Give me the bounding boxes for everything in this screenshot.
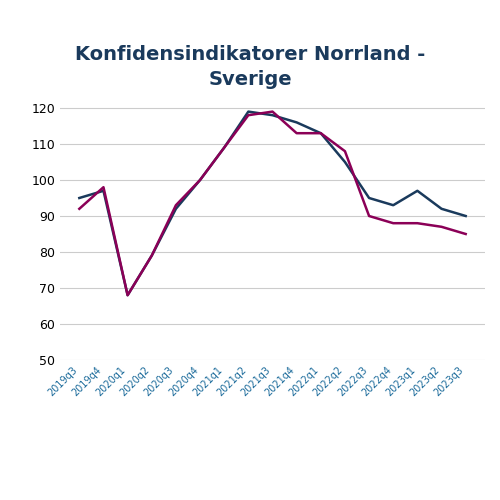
- Text: Konfidensindikatorer Norrland -
Sverige: Konfidensindikatorer Norrland - Sverige: [75, 45, 425, 89]
- Sverige: [221, 144, 227, 150]
- Norrland: [124, 292, 130, 298]
- Line: Norrland: Norrland: [80, 112, 466, 295]
- Sverige: [342, 148, 348, 154]
- Sverige: [390, 220, 396, 226]
- Sverige: [246, 112, 252, 118]
- Norrland: [197, 177, 203, 183]
- Sverige: [414, 220, 420, 226]
- Norrland: [390, 202, 396, 208]
- Norrland: [149, 252, 155, 258]
- Sverige: [366, 213, 372, 219]
- Norrland: [318, 130, 324, 136]
- Norrland: [270, 112, 276, 118]
- Sverige: [197, 177, 203, 183]
- Sverige: [270, 108, 276, 114]
- Norrland: [462, 213, 468, 219]
- Norrland: [414, 188, 420, 194]
- Sverige: [294, 130, 300, 136]
- Norrland: [246, 108, 252, 114]
- Sverige: [462, 231, 468, 237]
- Norrland: [438, 206, 444, 212]
- Norrland: [294, 120, 300, 126]
- Norrland: [221, 144, 227, 150]
- Sverige: [173, 202, 179, 208]
- Norrland: [100, 188, 106, 194]
- Sverige: [438, 224, 444, 230]
- Sverige: [100, 184, 106, 190]
- Sverige: [149, 252, 155, 258]
- Sverige: [76, 206, 82, 212]
- Norrland: [76, 195, 82, 201]
- Norrland: [342, 159, 348, 165]
- Sverige: [318, 130, 324, 136]
- Line: Sverige: Sverige: [80, 112, 466, 295]
- Sverige: [124, 292, 130, 298]
- Norrland: [366, 195, 372, 201]
- Norrland: [173, 206, 179, 212]
